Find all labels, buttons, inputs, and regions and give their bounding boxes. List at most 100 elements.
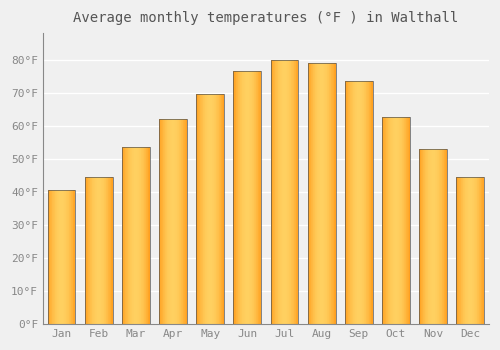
Bar	[148, 147, 149, 324]
Bar	[323, 63, 324, 324]
Bar	[350, 81, 351, 324]
Bar	[290, 60, 291, 324]
Bar	[419, 149, 447, 324]
Bar	[352, 81, 354, 324]
Bar	[478, 177, 480, 324]
Bar	[280, 60, 281, 324]
Bar	[48, 190, 49, 324]
Bar	[182, 119, 183, 324]
Bar	[132, 147, 133, 324]
Bar	[348, 81, 349, 324]
Bar	[409, 118, 410, 324]
Bar	[425, 149, 426, 324]
Bar	[255, 71, 256, 324]
Bar	[408, 118, 409, 324]
Bar	[382, 118, 383, 324]
Bar	[53, 190, 54, 324]
Bar	[236, 71, 237, 324]
Bar	[326, 63, 327, 324]
Bar	[250, 71, 251, 324]
Bar	[365, 81, 366, 324]
Bar	[160, 119, 161, 324]
Bar	[446, 149, 447, 324]
Bar	[239, 71, 240, 324]
Bar	[211, 94, 212, 324]
Bar	[285, 60, 286, 324]
Bar	[386, 118, 387, 324]
Bar	[212, 94, 213, 324]
Bar	[203, 94, 204, 324]
Bar	[346, 81, 347, 324]
Bar	[390, 118, 391, 324]
Bar	[464, 177, 466, 324]
Bar	[253, 71, 254, 324]
Bar	[209, 94, 210, 324]
Bar	[325, 63, 326, 324]
Bar	[161, 119, 162, 324]
Bar	[122, 147, 124, 324]
Bar	[145, 147, 146, 324]
Bar	[398, 118, 399, 324]
Bar	[387, 118, 388, 324]
Bar	[133, 147, 134, 324]
Bar	[433, 149, 434, 324]
Bar	[483, 177, 484, 324]
Bar	[466, 177, 467, 324]
Bar	[177, 119, 178, 324]
Bar	[174, 119, 175, 324]
Bar	[175, 119, 176, 324]
Bar	[294, 60, 295, 324]
Bar	[64, 190, 65, 324]
Bar	[159, 119, 160, 324]
Bar	[457, 177, 458, 324]
Bar	[100, 177, 101, 324]
Bar	[180, 119, 182, 324]
Bar	[234, 71, 235, 324]
Bar	[456, 177, 457, 324]
Bar	[364, 81, 365, 324]
Bar	[92, 177, 93, 324]
Bar	[406, 118, 407, 324]
Bar	[321, 63, 322, 324]
Bar	[56, 190, 58, 324]
Bar	[234, 71, 262, 324]
Bar	[324, 63, 325, 324]
Bar	[91, 177, 92, 324]
Bar	[198, 94, 199, 324]
Bar	[473, 177, 474, 324]
Bar	[460, 177, 462, 324]
Bar	[272, 60, 274, 324]
Bar	[103, 177, 104, 324]
Bar	[183, 119, 184, 324]
Bar	[471, 177, 472, 324]
Bar	[368, 81, 370, 324]
Bar	[258, 71, 259, 324]
Bar	[440, 149, 441, 324]
Bar	[241, 71, 242, 324]
Bar	[256, 71, 257, 324]
Bar	[458, 177, 459, 324]
Bar	[328, 63, 330, 324]
Bar	[284, 60, 285, 324]
Bar	[420, 149, 422, 324]
Bar	[309, 63, 310, 324]
Bar	[282, 60, 283, 324]
Bar	[427, 149, 428, 324]
Bar	[222, 94, 224, 324]
Bar	[422, 149, 424, 324]
Bar	[106, 177, 107, 324]
Bar	[147, 147, 148, 324]
Bar	[358, 81, 359, 324]
Bar	[63, 190, 64, 324]
Bar	[216, 94, 217, 324]
Bar	[474, 177, 475, 324]
Bar	[370, 81, 372, 324]
Bar	[312, 63, 314, 324]
Bar	[49, 190, 50, 324]
Bar	[89, 177, 90, 324]
Bar	[295, 60, 296, 324]
Bar	[48, 190, 76, 324]
Bar	[127, 147, 128, 324]
Bar	[213, 94, 214, 324]
Bar	[480, 177, 481, 324]
